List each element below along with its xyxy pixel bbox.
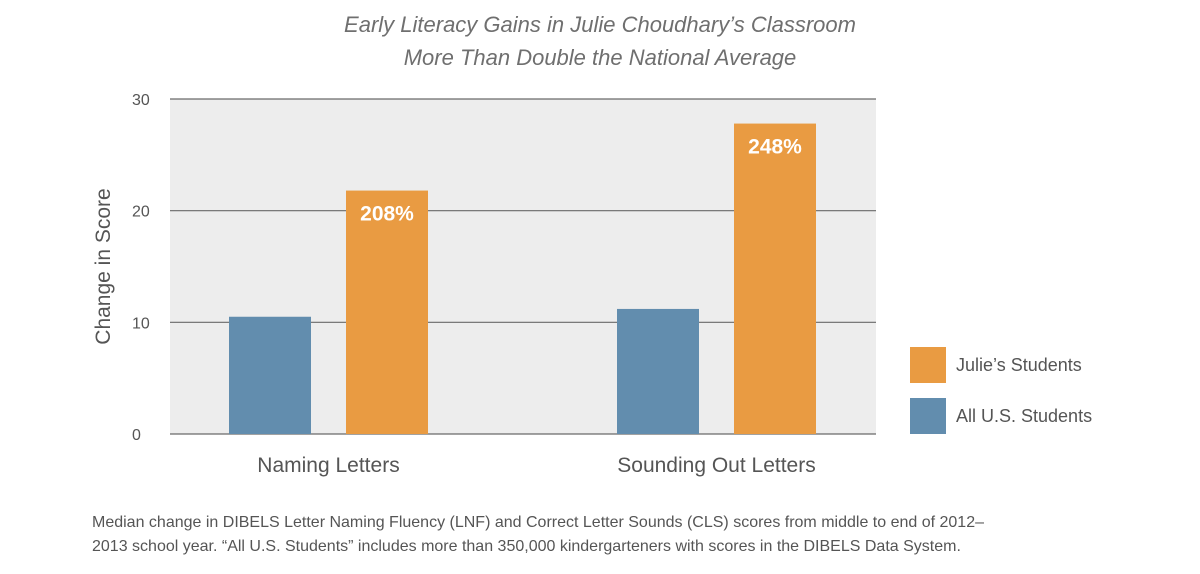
bar-data-label: 248%: [748, 136, 802, 159]
legend-item-julies-students: Julie’s Students: [910, 347, 1082, 383]
y-tick-label: 20: [132, 204, 150, 221]
x-category-label: Sounding Out Letters: [617, 454, 815, 477]
bar: [346, 190, 428, 434]
bar: [229, 316, 311, 434]
legend-label-all-us-students: All U.S. Students: [956, 405, 1093, 426]
bar-chart: 0 10 20 30 Change in Score 208% Naming Letters…: [92, 92, 876, 477]
legend-swatch-all-us-students: [910, 398, 946, 434]
chart-title-line-1: Early Literacy Gains in Julie Choudhary’…: [344, 12, 856, 37]
bar: [734, 123, 816, 435]
chart-footnote: Median change in DIBELS Letter Naming Fl…: [92, 511, 1142, 559]
legend-swatch-julies-students: [910, 347, 946, 383]
legend-item-all-us-students: All U.S. Students: [910, 398, 1092, 434]
y-tick-label: 30: [132, 92, 150, 109]
footnote-line-1: Median change in DIBELS Letter Naming Fl…: [92, 514, 984, 531]
x-category-label: Naming Letters: [257, 454, 399, 477]
legend-label-julies-students: Julie’s Students: [956, 354, 1082, 375]
y-axis-label: Change in Score: [92, 188, 115, 344]
chart-title-line-2: More Than Double the National Average: [403, 45, 797, 70]
y-tick-label: 0: [132, 427, 141, 444]
chart-title: Early Literacy Gains in Julie Choudhary’…: [0, 8, 1200, 74]
bar: [617, 308, 699, 434]
bar-data-label: 208%: [360, 203, 414, 226]
footnote-line-2: 2013 school year. “All U.S. Students” in…: [92, 538, 961, 555]
y-tick-label: 10: [132, 315, 150, 332]
